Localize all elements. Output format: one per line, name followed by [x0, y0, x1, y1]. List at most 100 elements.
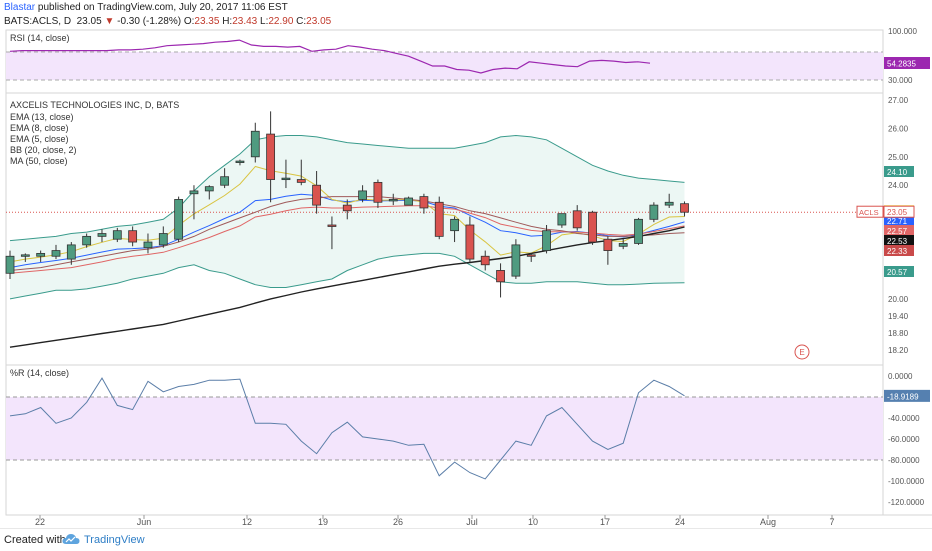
candle-body — [20, 254, 30, 257]
indicator-legend-item: EMA (5, close) — [10, 134, 69, 144]
candle-body — [358, 190, 367, 200]
candle-body — [174, 199, 184, 240]
created-with-text: Created with — [4, 534, 66, 546]
candle-body — [312, 184, 322, 206]
indicator-legend-item: EMA (13, close) — [10, 112, 74, 122]
candle-body — [128, 230, 138, 243]
time-axis-label: 10 — [528, 517, 538, 527]
candle-body — [465, 224, 475, 260]
candle-body — [266, 133, 276, 180]
wr-band-fill — [6, 397, 883, 460]
author-link[interactable]: Blastar — [4, 2, 36, 13]
candle-body — [434, 201, 444, 237]
indicator-value-label: 24.10 — [887, 168, 908, 177]
time-axis-label: 24 — [675, 517, 685, 527]
candle-body — [388, 199, 398, 202]
rsi-last-value-tag — [884, 57, 930, 70]
last-price: 23.05 — [76, 16, 102, 27]
ohlc-low-value: 22.90 — [268, 16, 294, 27]
time-axis-label: 12 — [242, 517, 252, 527]
indicator-value-tag — [884, 215, 914, 226]
symbol-price-tag — [856, 205, 884, 218]
candle-body — [189, 190, 199, 195]
tradingview-cloud-icon — [62, 533, 80, 548]
indicator-value-label: 22.57 — [887, 227, 908, 236]
candle-body — [204, 186, 214, 192]
series-line — [9, 134, 685, 242]
wr-tick-label: -40.0000 — [888, 414, 920, 423]
price-tick-label: 26.00 — [888, 124, 909, 133]
series-line — [9, 196, 685, 271]
tradingview-brand[interactable]: TradingView — [84, 534, 145, 546]
earnings-marker — [794, 344, 810, 360]
time-axis-label: Aug — [760, 517, 776, 527]
time-axis-label: Jun — [137, 517, 152, 527]
candle-body — [557, 213, 567, 226]
wr-tick-label: 0.0000 — [888, 372, 913, 381]
earnings-marker-label: E — [799, 348, 804, 357]
ohlc-close-label: C: — [296, 16, 307, 27]
price-tick-label: 27.00 — [888, 96, 909, 105]
wr-tick-label: -60.0000 — [888, 435, 920, 444]
price-tick-label: 25.00 — [888, 153, 909, 162]
indicator-value-label: 20.57 — [887, 268, 908, 277]
ohlc-low-label: L: — [260, 16, 269, 27]
price-tick-label: 24.00 — [888, 181, 909, 190]
symbol-price-tag-label: ACLS — [859, 208, 879, 217]
indicator-legend-item: EMA (8, close) — [10, 123, 69, 133]
candle-body — [250, 130, 260, 158]
wr-last-value-label: -18.9189 — [887, 392, 919, 401]
time-axis-label: 17 — [600, 517, 610, 527]
rsi-tick-label: 100.000 — [888, 27, 917, 36]
candle-body — [342, 204, 352, 212]
change-arrow: ▼ — [104, 16, 115, 27]
candle-body — [220, 176, 230, 186]
wr-last-value-tag — [884, 389, 930, 402]
candle-body — [511, 244, 521, 277]
time-axis-label: 7 — [829, 517, 834, 527]
candle-body — [404, 197, 413, 206]
candle-body — [496, 270, 505, 283]
wr-tick-label: -100.0000 — [888, 477, 925, 486]
candle-body — [634, 218, 643, 244]
publish-header: Blastar published on TradingView.com, Ju… — [0, 0, 932, 30]
time-axis-label: 26 — [393, 517, 403, 527]
price-tick-label: 20.00 — [888, 295, 909, 304]
last-price-tag-label: 23.05 — [887, 208, 908, 217]
indicator-value-tag — [884, 235, 914, 246]
indicator-value-tag — [884, 266, 914, 277]
indicator-legend-item: MA (50, close) — [10, 156, 68, 166]
candle-body — [112, 230, 122, 240]
candle-body — [235, 160, 245, 163]
price-tick-label: 18.20 — [888, 346, 909, 355]
rsi-last-value-label: 54.2835 — [887, 60, 916, 69]
candle-body — [143, 241, 153, 249]
symbol-info-line: BATS:ACLS, D 23.05 ▼ -0.30 (-1.28%) O:23… — [4, 16, 331, 27]
price-pane-title: AXCELIS TECHNOLOGIES INC, D, BATS — [10, 100, 179, 110]
candle-body — [603, 238, 613, 251]
time-axis-label: 19 — [318, 517, 328, 527]
indicator-value-tag — [884, 166, 914, 177]
indicator-value-label: 22.71 — [887, 217, 908, 226]
candle-body — [327, 224, 337, 227]
chart-canvas[interactable]: RSI (14, close) 100.000 30.000 54.2835 27.00… — [0, 0, 932, 528]
change-value: -0.30 (-1.28%) — [117, 16, 182, 27]
candle-body — [281, 177, 291, 181]
candle-body — [649, 204, 659, 220]
ohlc-high-label: H: — [222, 16, 233, 27]
rsi-line — [9, 39, 651, 74]
series-line — [9, 252, 685, 300]
indicator-value-label: 22.53 — [887, 237, 908, 246]
indicator-value-tag — [884, 245, 914, 256]
rsi-title: RSI (14, close) — [10, 33, 70, 43]
wr-title: %R (14, close) — [10, 368, 69, 378]
candle-body — [588, 211, 597, 243]
candle-body — [373, 181, 383, 203]
candle-body — [158, 233, 168, 246]
candle-body — [542, 230, 551, 251]
ohlc-open-label: O: — [183, 16, 195, 27]
candle-body — [296, 179, 306, 183]
indicator-value-label: 22.33 — [887, 247, 908, 256]
candle-body — [526, 254, 536, 257]
